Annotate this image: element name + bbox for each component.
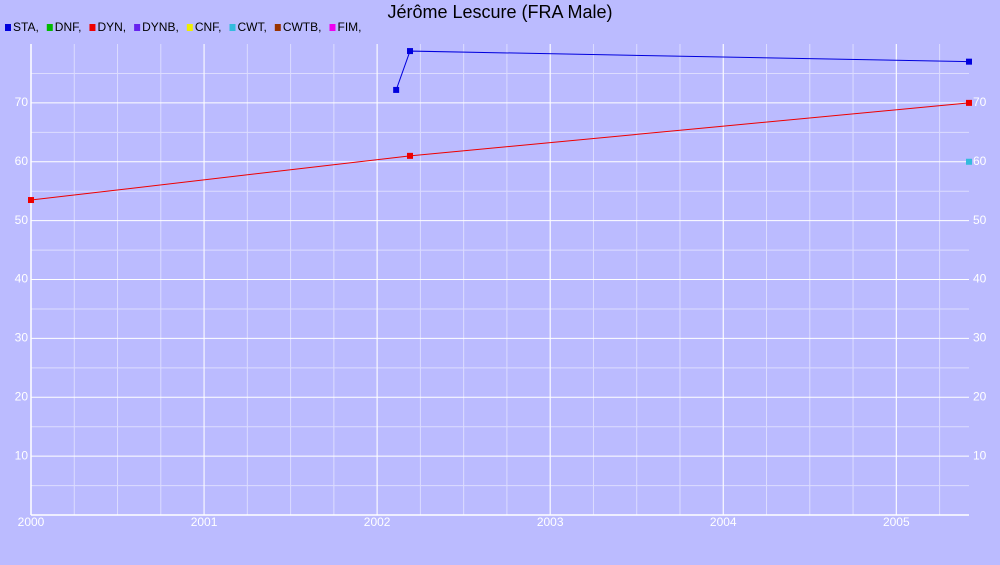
y-tick-label-right: 10 (973, 448, 987, 462)
x-tick-label: 2004 (710, 515, 737, 529)
y-tick-label: 40 (15, 272, 29, 286)
y-tick-label: 60 (15, 154, 29, 168)
y-tick-label-right: 50 (973, 213, 987, 227)
y-tick-label: 20 (15, 389, 29, 403)
legend-label: FIM, (337, 20, 361, 34)
legend-marker (274, 24, 281, 31)
legend-label: CNF, (195, 20, 222, 34)
legend-label: DYNB, (142, 20, 179, 34)
legend-label: DYN, (97, 20, 126, 34)
y-tick-label: 30 (15, 331, 29, 345)
y-tick-label: 10 (15, 448, 29, 462)
data-point (966, 158, 972, 165)
legend-label: STA, (13, 20, 39, 34)
data-point (966, 99, 972, 106)
legend-marker (89, 24, 96, 31)
data-point (407, 152, 414, 159)
data-point (393, 86, 400, 93)
legend-marker (134, 24, 141, 31)
data-point (407, 48, 414, 55)
chart-title: Jérôme Lescure (FRA Male) (387, 2, 612, 22)
x-tick-label: 2002 (364, 515, 391, 529)
x-tick-label: 2005 (883, 515, 910, 529)
legend-marker (5, 24, 11, 31)
legend-label: DNF, (55, 20, 82, 34)
x-tick-label: 2000 (18, 515, 45, 529)
data-point (966, 58, 972, 65)
legend-marker (229, 24, 236, 31)
y-tick-label: 70 (15, 95, 29, 109)
x-tick-label: 2003 (537, 515, 564, 529)
y-tick-label-right: 40 (973, 272, 987, 286)
legend-label: CWTB, (283, 20, 322, 34)
y-tick-label-right: 20 (973, 389, 987, 403)
data-point (28, 197, 34, 204)
x-tick-label: 2001 (191, 515, 218, 529)
legend-marker (329, 24, 336, 31)
legend-marker (186, 24, 193, 31)
y-tick-label-right: 30 (973, 331, 987, 345)
y-tick-label-right: 60 (973, 154, 987, 168)
y-tick-label: 50 (15, 213, 29, 227)
legend-marker (46, 24, 53, 31)
legend-label: CWT, (237, 20, 266, 34)
y-tick-label-right: 70 (973, 95, 987, 109)
